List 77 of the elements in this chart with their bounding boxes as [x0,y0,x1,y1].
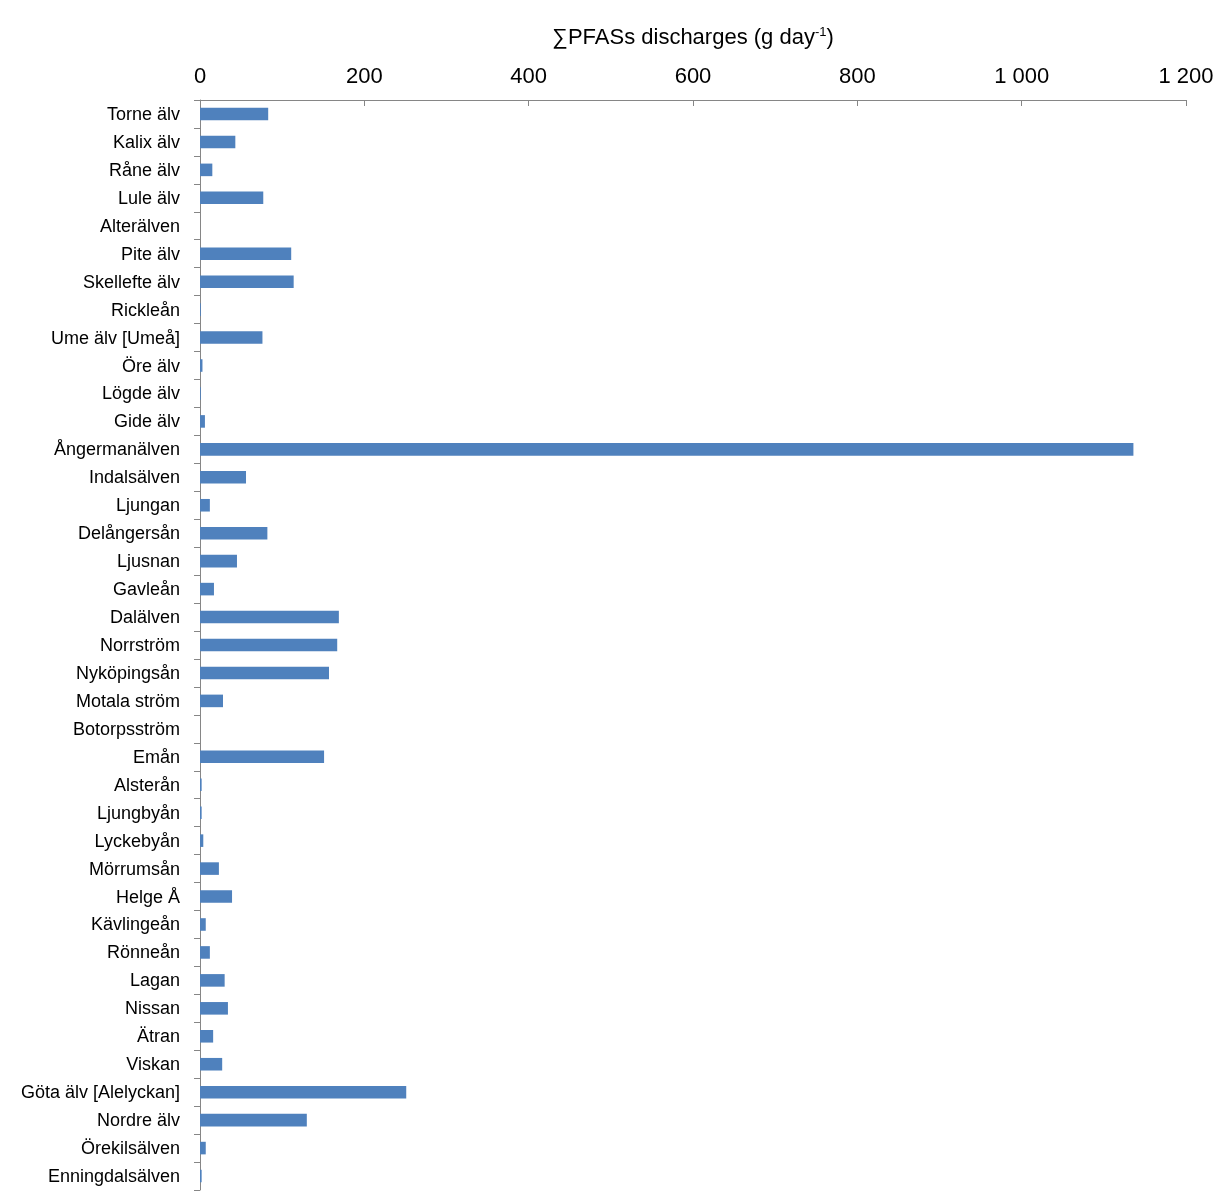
bar [200,638,338,652]
y-tick-label: Lule älv [117,187,180,208]
bar [200,974,225,987]
y-tick-label: Gide älv [113,411,180,432]
y-tick-label: Kävlingeån [90,914,180,935]
bar [200,247,292,261]
y-tick-label: Nyköpingsån [75,662,180,683]
bar [200,834,204,847]
y-tick-label: Ume älv [Umeå] [50,327,180,348]
bar [200,163,213,177]
y-tick-label: Ljusnan [116,551,180,572]
x-tick-label: 200 [345,62,383,88]
bar [200,610,339,624]
y-tick-label: Göta älv [Alelyckan] [20,1082,180,1103]
bar [200,1029,214,1043]
y-tick-label: Nordre älv [96,1110,180,1131]
bar [200,415,205,428]
y-tick-label: Torne älv [106,103,180,124]
y-tick-label: Enningdalsälven [47,1166,180,1187]
y-tick-label: Alsterån [113,774,180,795]
y-tick-label: Kalix älv [112,131,180,152]
bar [200,1057,223,1071]
y-tick-label: Norrström [100,635,180,655]
y-tick-label: Örekilsälven [80,1138,180,1159]
bar [200,443,1134,456]
y-tick-label: Indalsälven [88,467,180,488]
y-tick-label: Skellefte älv [82,271,180,292]
y-tick-label: Lögde älv [101,383,180,404]
bar [200,331,263,344]
y-tick-label: Dalälven [109,607,180,628]
bar [200,890,233,903]
y-tick-label: Rickleån [110,299,180,320]
y-tick-label: Nissan [124,998,180,1019]
y-tick-label: Delångersån [77,523,180,544]
bar [200,275,294,288]
x-tick-label: 0 [193,62,207,88]
bar [200,694,224,708]
x-tick-label: 1 000 [994,62,1050,88]
y-tick-label: Alterälven [99,215,180,236]
bar [200,1141,206,1155]
bar [200,471,247,484]
y-tick-label: Pite älv [120,243,180,264]
bar [200,191,264,205]
x-tick-label: 600 [674,62,712,88]
bar [200,107,269,121]
y-tick-label: Rönneån [106,942,180,963]
bar [200,918,206,931]
y-tick-label: Viskan [126,1054,180,1075]
x-tick-label: 400 [510,62,548,88]
y-tick-label: Helge Å [115,886,180,907]
bar [200,1085,407,1099]
y-tick-label: Råne älv [108,159,180,180]
bar [200,135,236,149]
bar [200,1002,228,1015]
y-tick-label: Lagan [129,970,180,991]
y-tick-label: Motala ström [75,690,180,711]
bar [200,666,329,680]
y-tick-label: Ljungbyån [96,802,180,823]
x-tick-label: 1 200 [1158,62,1214,88]
bar [200,526,268,540]
y-tick-label: Gavleån [112,579,180,600]
bar [200,946,210,959]
y-tick-label: Emån [132,746,180,767]
bar [200,862,219,875]
y-tick-label: Botorpsström [72,718,180,739]
bar [200,582,214,596]
y-tick-label: Mörrumsån [88,858,180,879]
bar [200,498,210,512]
x-tick-label: 800 [838,62,876,88]
bar [200,750,325,764]
bar [200,1113,307,1127]
y-tick-label: Ljungan [115,495,180,516]
y-tick-label: Öre älv [121,355,180,376]
y-tick-label: Ångermanälven [53,439,180,460]
y-tick-label: Ätran [136,1026,180,1047]
bar [200,554,237,568]
y-tick-label: Lyckebyån [94,830,180,851]
